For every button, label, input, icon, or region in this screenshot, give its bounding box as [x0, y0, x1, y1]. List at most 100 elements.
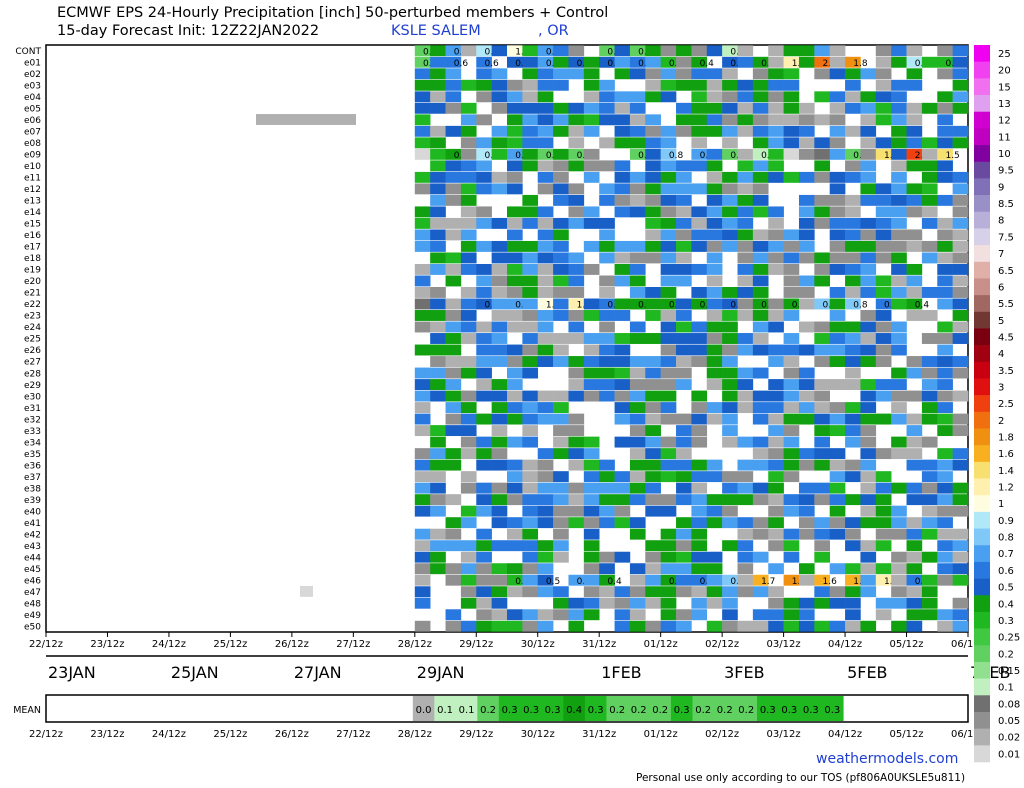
- precip-cell: [537, 275, 554, 287]
- mean-value: 0.1: [459, 705, 475, 716]
- precip-cell: [614, 356, 631, 367]
- precip-cell: [691, 217, 708, 229]
- precip-cell: [752, 206, 769, 218]
- precip-cell: [921, 390, 938, 402]
- precip-cell: [445, 263, 462, 275]
- precip-cell: [491, 148, 508, 160]
- precip-cell: [891, 275, 907, 287]
- date-label: 25JAN: [171, 663, 219, 682]
- precip-cell: [599, 229, 615, 241]
- precip-cell: [645, 91, 661, 103]
- precip-cell: [737, 171, 754, 183]
- legend-label: 11: [998, 132, 1011, 143]
- precip-cell: [445, 402, 462, 414]
- precip-cell: [921, 217, 938, 229]
- precip-cell: [706, 263, 723, 275]
- precip-cell: [445, 425, 462, 437]
- precip-cell: [414, 574, 431, 586]
- precip-cell: [829, 298, 846, 310]
- precip-cell: [814, 586, 830, 598]
- precip-cell: [445, 609, 462, 621]
- precip-cell: [891, 402, 907, 414]
- precip-cell: [737, 114, 754, 126]
- precip-cell: [414, 321, 431, 333]
- legend-label: 7.5: [998, 232, 1014, 243]
- precip-cell: [752, 344, 769, 356]
- precip-cell: [676, 540, 692, 552]
- precip-cell: [491, 137, 508, 149]
- member-label: e08: [24, 139, 41, 149]
- precip-cell: [522, 563, 539, 575]
- precip-cell: [768, 240, 784, 252]
- precip-cell: [937, 298, 953, 310]
- legend-label: 1.4: [998, 466, 1014, 477]
- mean-cell: [800, 696, 823, 721]
- precip-cell: [783, 45, 800, 57]
- precip-cell: [676, 528, 692, 540]
- precip-cell: [660, 367, 677, 379]
- precip-cell: [691, 436, 708, 448]
- mean-value: 0.1: [437, 705, 453, 716]
- precip-cell: [706, 114, 723, 126]
- precip-cell: [583, 551, 600, 563]
- precip-cell: [937, 482, 953, 494]
- precip-cell: [537, 263, 554, 275]
- precip-cell: [706, 505, 723, 517]
- mean-cell: [735, 696, 758, 721]
- precip-cell: [768, 436, 784, 448]
- precip-cell: [553, 125, 569, 137]
- precip-cell: [414, 102, 431, 114]
- precip-cell: [737, 125, 754, 137]
- brand-logo[interactable]: weathermodels.com: [816, 751, 959, 767]
- precip-cell: [599, 45, 615, 57]
- precip-cell: [829, 229, 846, 241]
- precip-cell: [414, 586, 431, 598]
- precip-cell: [553, 217, 569, 229]
- legend-label: 0.8: [998, 533, 1014, 544]
- precip-cell: [814, 344, 830, 356]
- precip-cell: [445, 171, 462, 183]
- mean-tick-label: 01/12z: [644, 729, 678, 740]
- precip-cell: [706, 402, 723, 414]
- precip-cell: [491, 448, 508, 460]
- precip-cell: [537, 240, 554, 252]
- precip-cell: [599, 217, 615, 229]
- precip-cell: [737, 494, 754, 506]
- precip-cell: [737, 390, 754, 402]
- precip-cell: [783, 609, 800, 621]
- legend-label: 3: [998, 382, 1004, 393]
- precip-cell: [568, 102, 585, 114]
- member-label: e06: [24, 116, 41, 126]
- member-label: e26: [24, 346, 41, 356]
- precip-cell: [829, 287, 846, 298]
- precip-cell: [460, 229, 477, 241]
- precip-cell: [676, 160, 692, 172]
- mean-tick-label: 06/12z: [951, 729, 985, 740]
- precip-cell: [814, 68, 830, 80]
- precip-cell: [783, 425, 800, 437]
- precip-cell: [507, 298, 523, 310]
- precip-cell: [875, 183, 892, 195]
- precip-cell: [522, 310, 539, 321]
- precip-cell: [860, 160, 877, 172]
- legend-swatch: [974, 295, 990, 313]
- precip-cell: [906, 540, 923, 552]
- precip-cell: [814, 517, 830, 529]
- precip-cell: [568, 321, 585, 333]
- precip-cell: [952, 609, 969, 621]
- mean-value: 0.2: [631, 705, 647, 716]
- precip-cell: [676, 102, 692, 114]
- precip-cell: [768, 528, 784, 540]
- precip-cell: [491, 505, 508, 517]
- precip-cell: [706, 79, 723, 91]
- legend-label: 0.9: [998, 516, 1014, 527]
- precip-cell: [614, 137, 631, 149]
- precip-cell: [706, 125, 723, 137]
- precip-cell: [952, 551, 969, 563]
- precip-cell: [737, 620, 754, 632]
- precip-cell: [553, 45, 569, 57]
- precip-cell: [906, 287, 923, 298]
- precip-cell: [875, 114, 892, 126]
- precip-cell: [706, 91, 723, 103]
